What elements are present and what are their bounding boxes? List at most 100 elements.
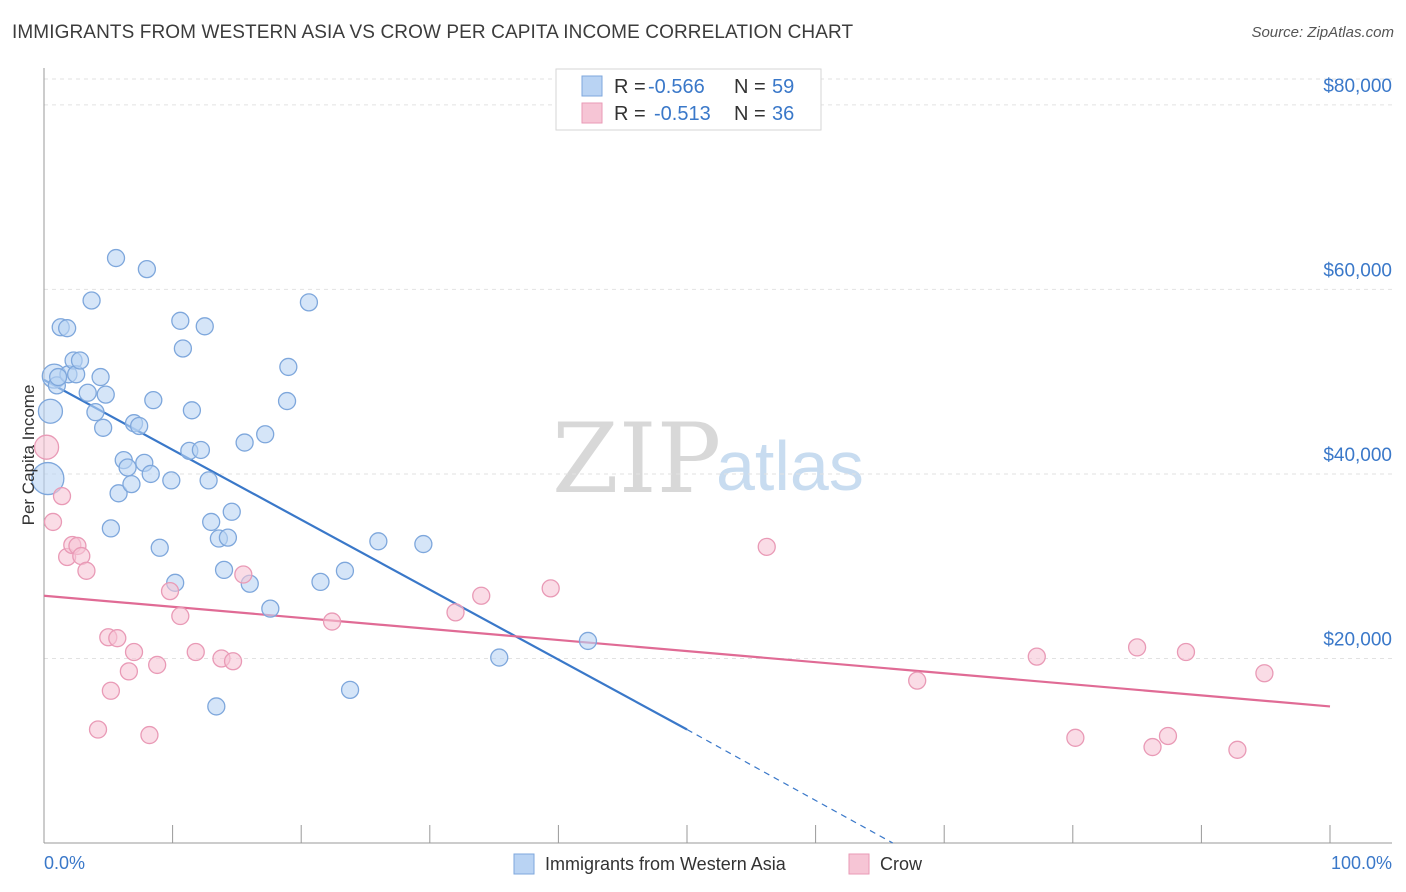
point-western-asia xyxy=(222,502,241,521)
trend-line-western-asia xyxy=(43,378,688,731)
point-western-asia xyxy=(48,367,68,387)
point-crow xyxy=(140,725,159,745)
point-western-asia xyxy=(199,471,218,490)
point-western-asia xyxy=(82,291,101,310)
point-crow xyxy=(52,486,72,506)
point-western-asia xyxy=(171,311,190,330)
legend-n-value-2: 36 xyxy=(772,103,794,125)
watermark-atlas: atlas xyxy=(716,427,864,505)
point-western-asia xyxy=(335,561,355,580)
point-western-asia xyxy=(37,398,64,424)
trend-line-crow xyxy=(43,594,1331,708)
point-crow xyxy=(108,629,127,648)
legend-r-value-2: -0.513 xyxy=(654,103,711,125)
legend-swatch-pink xyxy=(581,102,603,124)
point-western-asia xyxy=(141,464,160,484)
point-western-asia xyxy=(31,461,65,496)
y-tick-label: $80,000 xyxy=(1323,76,1392,97)
point-western-asia xyxy=(96,385,115,404)
point-crow xyxy=(1255,664,1274,683)
point-western-asia xyxy=(57,319,77,338)
point-crow xyxy=(1228,740,1247,759)
point-crow xyxy=(186,642,205,662)
point-crow xyxy=(1143,737,1162,757)
legend-n-label-2: N = xyxy=(734,103,766,125)
point-western-asia xyxy=(150,538,169,557)
data-points xyxy=(31,248,1274,759)
legend-n-value-1: 59 xyxy=(772,76,794,98)
point-western-asia xyxy=(101,519,121,538)
point-western-asia xyxy=(578,631,598,651)
legend-n-label-1: N = xyxy=(734,76,766,98)
point-western-asia xyxy=(256,425,275,444)
bottom-legend-label-blue: Immigrants from Western Asia xyxy=(545,854,787,874)
chart-title: IMMIGRANTS FROM WESTERN ASIA VS CROW PER… xyxy=(12,22,854,43)
point-crow xyxy=(1066,728,1085,747)
legend-r-label-1: R = xyxy=(614,76,646,98)
source-label: Source: ZipAtlas.com xyxy=(1251,24,1394,41)
point-crow xyxy=(148,655,167,675)
trend-line-western-asia-extension xyxy=(686,728,894,844)
point-western-asia xyxy=(122,474,141,494)
point-western-asia xyxy=(207,697,226,716)
legend-swatch-blue xyxy=(581,75,603,97)
point-western-asia xyxy=(214,560,234,580)
point-western-asia xyxy=(340,680,360,699)
axes: $20,000 $40,000 $60,000 $80,000 xyxy=(43,68,1392,844)
trend-lines xyxy=(43,378,1331,844)
point-crow xyxy=(119,662,139,681)
point-western-asia xyxy=(299,293,319,312)
point-western-asia xyxy=(182,401,202,420)
point-western-asia xyxy=(277,391,297,411)
point-western-asia xyxy=(70,351,90,370)
y-tick-label: $60,000 xyxy=(1323,260,1392,281)
point-western-asia xyxy=(414,534,433,554)
point-crow xyxy=(43,512,63,532)
y-axis-title: Per Capita Income xyxy=(19,385,38,526)
point-western-asia xyxy=(311,572,330,592)
point-crow xyxy=(541,579,560,598)
bottom-legend-label-pink: Crow xyxy=(880,854,923,874)
point-western-asia xyxy=(86,402,105,422)
point-western-asia xyxy=(91,367,110,387)
point-crow xyxy=(322,612,342,631)
bottom-legend: Immigrants from Western Asia Crow xyxy=(513,853,923,875)
point-crow xyxy=(88,720,108,739)
point-western-asia xyxy=(218,528,238,547)
point-crow xyxy=(1158,726,1178,746)
bottom-legend-swatch-blue xyxy=(513,853,535,875)
y-tick-label: $20,000 xyxy=(1323,629,1392,650)
legend-r-value-1: -0.566 xyxy=(648,76,705,98)
point-western-asia xyxy=(369,532,388,551)
point-western-asia xyxy=(162,471,181,490)
point-crow xyxy=(124,642,144,662)
point-crow xyxy=(223,652,243,671)
point-crow xyxy=(160,581,180,601)
bottom-legend-swatch-pink xyxy=(848,853,870,875)
point-western-asia xyxy=(130,416,149,436)
top-legend: R = -0.566 N = 59 R = -0.513 N = 36 xyxy=(555,68,822,131)
point-western-asia xyxy=(137,259,157,279)
point-western-asia xyxy=(202,512,221,532)
point-western-asia xyxy=(118,458,137,477)
point-western-asia xyxy=(490,648,509,667)
watermark-zip: ZIP xyxy=(552,403,721,515)
point-western-asia xyxy=(173,339,193,358)
point-crow xyxy=(101,681,121,700)
point-crow xyxy=(757,537,776,556)
point-western-asia xyxy=(109,484,128,503)
legend-r-label-2: R = xyxy=(614,103,646,125)
point-western-asia xyxy=(279,357,298,377)
y-tick-label: $40,000 xyxy=(1323,445,1392,466)
point-crow xyxy=(446,603,465,622)
point-western-asia xyxy=(191,440,211,460)
point-crow xyxy=(1127,638,1147,657)
point-western-asia xyxy=(144,390,163,410)
point-crow xyxy=(908,671,927,690)
point-crow xyxy=(1176,642,1196,662)
point-western-asia xyxy=(195,317,214,336)
point-crow xyxy=(1027,647,1046,666)
point-western-asia xyxy=(261,599,280,618)
point-crow xyxy=(77,561,96,580)
